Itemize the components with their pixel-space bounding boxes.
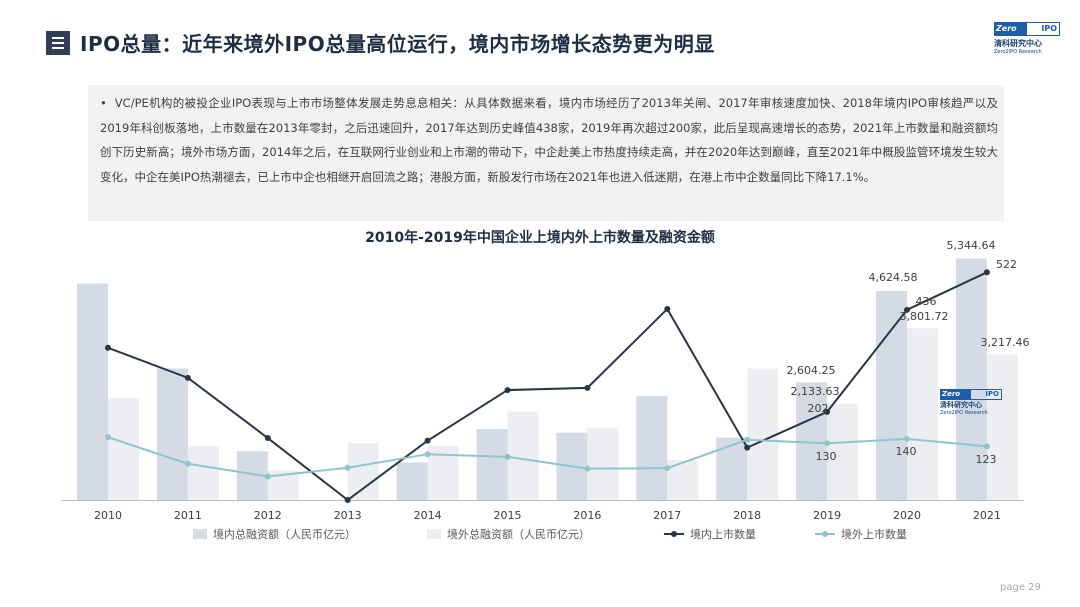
x-tick-label-2010: 2010 [94,509,122,522]
point-overseas-count-2013 [344,464,351,471]
watermark-mark-left: Zero [940,389,970,400]
data-label: 2,604.25 [787,364,836,377]
point-domestic-count-2019 [824,408,831,415]
bar-overseas-amount-2011 [187,446,219,500]
watermark-mark-right: IPO [970,389,1002,400]
legend-swatch-overseas-amount [427,529,441,539]
point-overseas-count-2010 [105,434,111,441]
bar-overseas-amount-2020 [907,328,938,500]
x-tick-label-2012: 2012 [254,509,282,522]
bullet-icon: • [100,96,107,110]
x-tick-label-2014: 2014 [414,509,442,522]
summary-text: VC/PE机构的被投企业IPO表现与上市市场整体发展走势息息相关：从具体数据来看… [100,96,998,184]
x-tick-label-2017: 2017 [653,509,681,522]
x-tick-label-2019: 2019 [813,509,841,522]
legend-label: 境内总融资额（人民币亿元） [213,527,356,541]
chart-watermark-logo: Zero IPO 清科研究中心 Zero2IPO Research [940,389,1004,425]
logo-mark-right: IPO [1026,22,1060,36]
x-tick-label-2013: 2013 [334,509,362,522]
legend-marker-domestic-count [671,531,677,537]
line-domestic-count [107,271,988,502]
bar-overseas-amount-2019 [827,403,859,500]
x-tick-label-2011: 2011 [174,509,202,522]
point-domestic-count-2012 [264,435,271,442]
point-domestic-count-2020 [904,306,910,313]
logo-mark-left: Zero [994,22,1026,36]
page-number: page 29 [1000,582,1041,593]
legend-label: 境外上市数量 [841,527,907,541]
x-tick-label-2015: 2015 [494,509,522,522]
bar-domestic-amount-2020 [876,291,907,500]
data-label: 3,801.72 [900,310,949,323]
point-overseas-count-2012 [264,473,271,480]
data-label: 3,217.46 [981,336,1030,349]
bar-overseas-amount-2013 [347,443,379,500]
data-label: 2,133.63 [791,385,840,398]
bar-overseas-amount-2015 [507,411,539,500]
point-overseas-count-2017 [664,465,671,472]
point-domestic-count-2016 [584,384,591,391]
data-label: 522 [996,258,1017,271]
point-domestic-count-2013 [344,497,351,503]
watermark-name-cn: 清科研究中心 [940,401,982,409]
menu-icon [46,31,70,55]
point-domestic-count-2017 [664,305,671,312]
point-domestic-count-2011 [184,374,191,381]
bar-overseas-amount-2018 [747,368,779,500]
x-tick-label-2021: 2021 [973,509,1001,522]
bar-domestic-amount-2018 [716,437,748,500]
bar-overseas-amount-2016 [587,427,619,500]
data-label: 5,344.64 [947,239,996,252]
data-label: 4,624.58 [869,271,918,284]
bar-domestic-amount-2017 [636,396,668,500]
logo-name-en: Zero2IPO Research [994,49,1042,55]
point-domestic-count-2014 [424,437,431,444]
bar-domestic-amount-2015 [476,429,508,500]
bar-domestic-amount-2014 [396,462,428,500]
bar-domestic-amount-2011 [156,368,188,500]
bar-domestic-amount-2010 [77,283,108,500]
point-overseas-count-2016 [584,465,591,472]
point-domestic-count-2021 [983,269,990,276]
legend-marker-overseas-count [822,531,828,537]
bar-overseas-amount-2010 [108,397,139,500]
legend-label: 境外总融资额（人民币亿元） [447,527,590,541]
watermark-name-en: Zero2IPO Research [940,410,988,416]
data-label: 130 [816,450,837,463]
point-overseas-count-2011 [184,460,191,467]
data-label: 123 [976,453,997,466]
x-tick-label-2016: 2016 [573,509,601,522]
legend-swatch-domestic-amount [193,529,207,539]
point-domestic-count-2018 [744,444,751,451]
summary-paragraph: • VC/PE机构的被投企业IPO表现与上市市场整体发展走势息息相关：从具体数据来… [100,91,998,189]
point-overseas-count-2015 [504,453,511,460]
point-overseas-count-2020 [904,435,910,442]
point-domestic-count-2010 [105,344,111,351]
logo: Zero IPO 清科研究中心 Zero2IPO Research [994,22,1060,62]
summary-box [88,85,1004,221]
point-domestic-count-2015 [504,387,511,394]
point-overseas-count-2019 [824,440,831,447]
point-overseas-count-2014 [424,451,431,458]
line-overseas-count [107,436,987,478]
chart-title: 2010年-2019年中国企业上境内外上市数量及融资金额 [365,230,715,246]
data-label: 140 [896,445,917,458]
x-tick-label-2018: 2018 [733,509,761,522]
point-overseas-count-2018 [744,436,751,443]
logo-name-cn: 清科研究中心 [994,39,1042,48]
data-label: 202 [808,402,829,415]
data-label: 436 [916,295,937,308]
bar-domestic-amount-2021 [955,258,987,500]
point-overseas-count-2021 [983,443,990,450]
bar-overseas-amount-2021 [986,354,1018,500]
legend-label: 境内上市数量 [690,527,756,541]
page-title: IPO总量：近年来境外IPO总量高位运行，境内市场增长态势更为明显 [80,32,715,56]
x-tick-label-2020: 2020 [893,509,921,522]
